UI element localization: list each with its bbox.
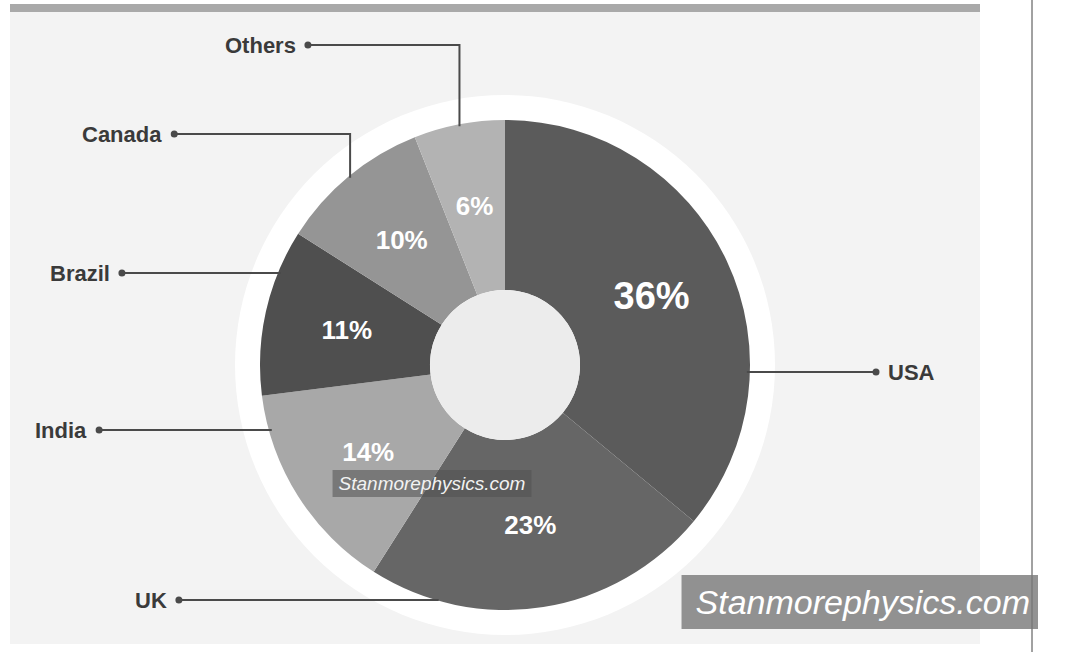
leader-dot — [873, 369, 880, 376]
chart: Stanmorephysics.com USA UK India Brazil Canad… — [0, 0, 1080, 652]
watermark-patch — [333, 470, 532, 497]
data-label: 36% — [614, 275, 690, 317]
leader-line — [122, 272, 281, 274]
category-label: USA — [888, 360, 935, 385]
category-label: Others — [225, 33, 296, 58]
leader-dot — [96, 427, 103, 434]
data-label: 23% — [504, 510, 556, 540]
data-label: 6% — [456, 191, 494, 221]
page: {"chart_data": {"type": "donut", "catego… — [0, 0, 1080, 652]
frame-line — [1032, 0, 1033, 652]
category-label: Brazil — [50, 261, 110, 286]
leader-dot — [304, 42, 311, 49]
frame-top — [10, 4, 980, 12]
panel — [10, 8, 980, 644]
watermark-group: Stanmorephysics.com — [682, 575, 1038, 629]
leader-line — [174, 134, 350, 178]
category-label: UK — [135, 588, 167, 613]
data-labels: 36% 23% 14% 11% 10% 6% — [322, 191, 690, 540]
leader-dot — [175, 597, 182, 604]
watermark: Stanmorephysics.com — [339, 473, 526, 494]
background — [0, 0, 1080, 652]
data-label: 14% — [342, 437, 394, 467]
watermark: Stanmorephysics.com — [696, 583, 1030, 621]
outer-ring — [235, 95, 775, 635]
slice — [415, 120, 505, 295]
leader-line — [308, 45, 460, 126]
leader-dot — [118, 270, 125, 277]
category-label: India — [35, 418, 87, 443]
slices — [260, 120, 750, 610]
category-labels: USA UK India Brazil Canada Others — [35, 33, 935, 613]
watermark-patch — [682, 575, 1038, 629]
leader-line — [99, 429, 272, 431]
leader-dot — [171, 131, 178, 138]
data-label: 10% — [376, 225, 428, 255]
watermark-group: Stanmorephysics.com — [333, 470, 532, 497]
leader-line — [179, 599, 439, 601]
donut-hole — [430, 290, 580, 440]
leader-line — [747, 371, 876, 373]
category-label: Canada — [82, 122, 162, 147]
data-label: 11% — [322, 315, 373, 345]
